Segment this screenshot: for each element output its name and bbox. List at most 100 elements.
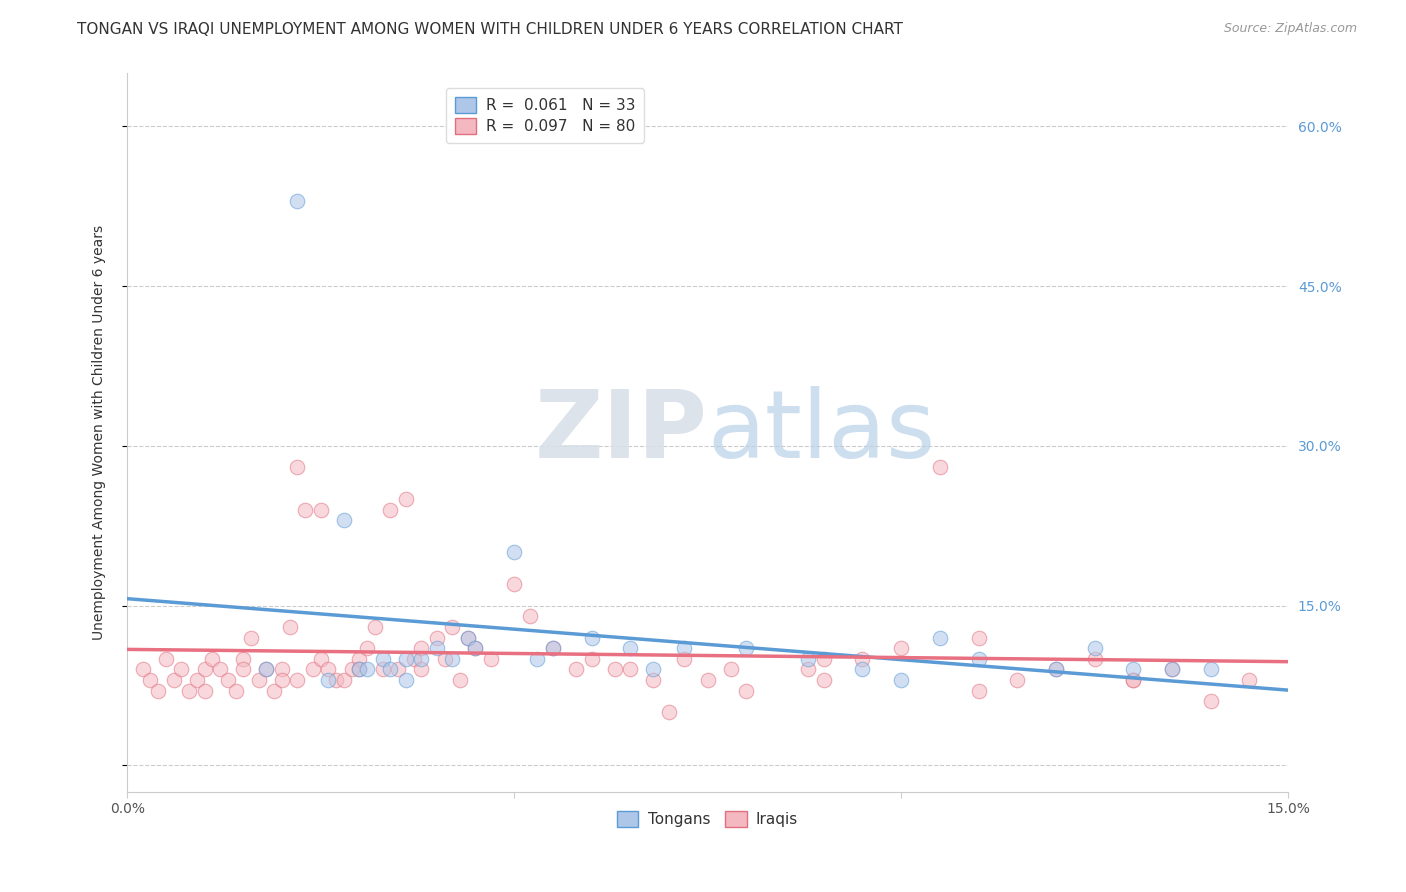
Point: [349, 663, 371, 677]
Point: [519, 609, 541, 624]
Point: [433, 652, 456, 666]
Point: [464, 641, 486, 656]
Point: [1122, 673, 1144, 687]
Point: [287, 673, 309, 687]
Point: [967, 631, 990, 645]
Point: [457, 631, 479, 645]
Point: [797, 652, 820, 666]
Point: [371, 652, 394, 666]
Point: [287, 194, 309, 208]
Point: [193, 683, 215, 698]
Point: [619, 663, 641, 677]
Point: [340, 663, 363, 677]
Y-axis label: Unemployment Among Women with Children Under 6 years: Unemployment Among Women with Children U…: [93, 225, 107, 640]
Point: [411, 641, 433, 656]
Point: [309, 652, 332, 666]
Point: [1084, 641, 1107, 656]
Point: [928, 460, 950, 475]
Point: [449, 673, 471, 687]
Point: [395, 652, 418, 666]
Point: [263, 683, 285, 698]
Point: [318, 673, 340, 687]
Point: [1239, 673, 1261, 687]
Point: [464, 641, 486, 656]
Point: [356, 641, 378, 656]
Point: [395, 673, 418, 687]
Point: [395, 491, 418, 506]
Point: [890, 641, 912, 656]
Point: [967, 652, 990, 666]
Point: [349, 652, 371, 666]
Point: [813, 652, 835, 666]
Point: [565, 663, 588, 677]
Point: [356, 663, 378, 677]
Point: [371, 663, 394, 677]
Point: [1122, 673, 1144, 687]
Point: [696, 673, 718, 687]
Point: [247, 673, 270, 687]
Point: [643, 663, 665, 677]
Point: [643, 673, 665, 687]
Point: [720, 663, 742, 677]
Point: [441, 652, 464, 666]
Point: [1084, 652, 1107, 666]
Text: TONGAN VS IRAQI UNEMPLOYMENT AMONG WOMEN WITH CHILDREN UNDER 6 YEARS CORRELATION: TONGAN VS IRAQI UNEMPLOYMENT AMONG WOMEN…: [77, 22, 903, 37]
Point: [294, 502, 316, 516]
Point: [479, 652, 502, 666]
Text: atlas: atlas: [707, 386, 936, 478]
Point: [928, 631, 950, 645]
Point: [177, 683, 200, 698]
Point: [333, 673, 356, 687]
Point: [441, 620, 464, 634]
Point: [240, 631, 263, 645]
Point: [1199, 694, 1222, 708]
Point: [186, 673, 208, 687]
Point: [1161, 663, 1184, 677]
Point: [318, 663, 340, 677]
Text: ZIP: ZIP: [534, 386, 707, 478]
Point: [333, 513, 356, 527]
Point: [541, 641, 564, 656]
Point: [851, 652, 873, 666]
Point: [581, 652, 603, 666]
Point: [851, 663, 873, 677]
Point: [325, 673, 347, 687]
Point: [287, 460, 309, 475]
Point: [364, 620, 387, 634]
Point: [170, 663, 193, 677]
Point: [225, 683, 247, 698]
Point: [278, 620, 301, 634]
Point: [201, 652, 224, 666]
Point: [1045, 663, 1067, 677]
Point: [349, 663, 371, 677]
Point: [193, 663, 215, 677]
Point: [967, 683, 990, 698]
Point: [1007, 673, 1029, 687]
Point: [232, 652, 254, 666]
Point: [658, 705, 681, 719]
Point: [380, 502, 402, 516]
Point: [526, 652, 548, 666]
Point: [735, 641, 758, 656]
Point: [813, 673, 835, 687]
Point: [146, 683, 169, 698]
Point: [402, 652, 425, 666]
Point: [1199, 663, 1222, 677]
Point: [256, 663, 278, 677]
Point: [256, 663, 278, 677]
Point: [217, 673, 239, 687]
Point: [797, 663, 820, 677]
Point: [619, 641, 641, 656]
Point: [673, 641, 696, 656]
Point: [271, 673, 294, 687]
Point: [302, 663, 325, 677]
Point: [411, 663, 433, 677]
Point: [232, 663, 254, 677]
Point: [503, 545, 526, 559]
Point: [309, 502, 332, 516]
Point: [426, 641, 449, 656]
Point: [1045, 663, 1067, 677]
Point: [1161, 663, 1184, 677]
Point: [541, 641, 564, 656]
Point: [503, 577, 526, 591]
